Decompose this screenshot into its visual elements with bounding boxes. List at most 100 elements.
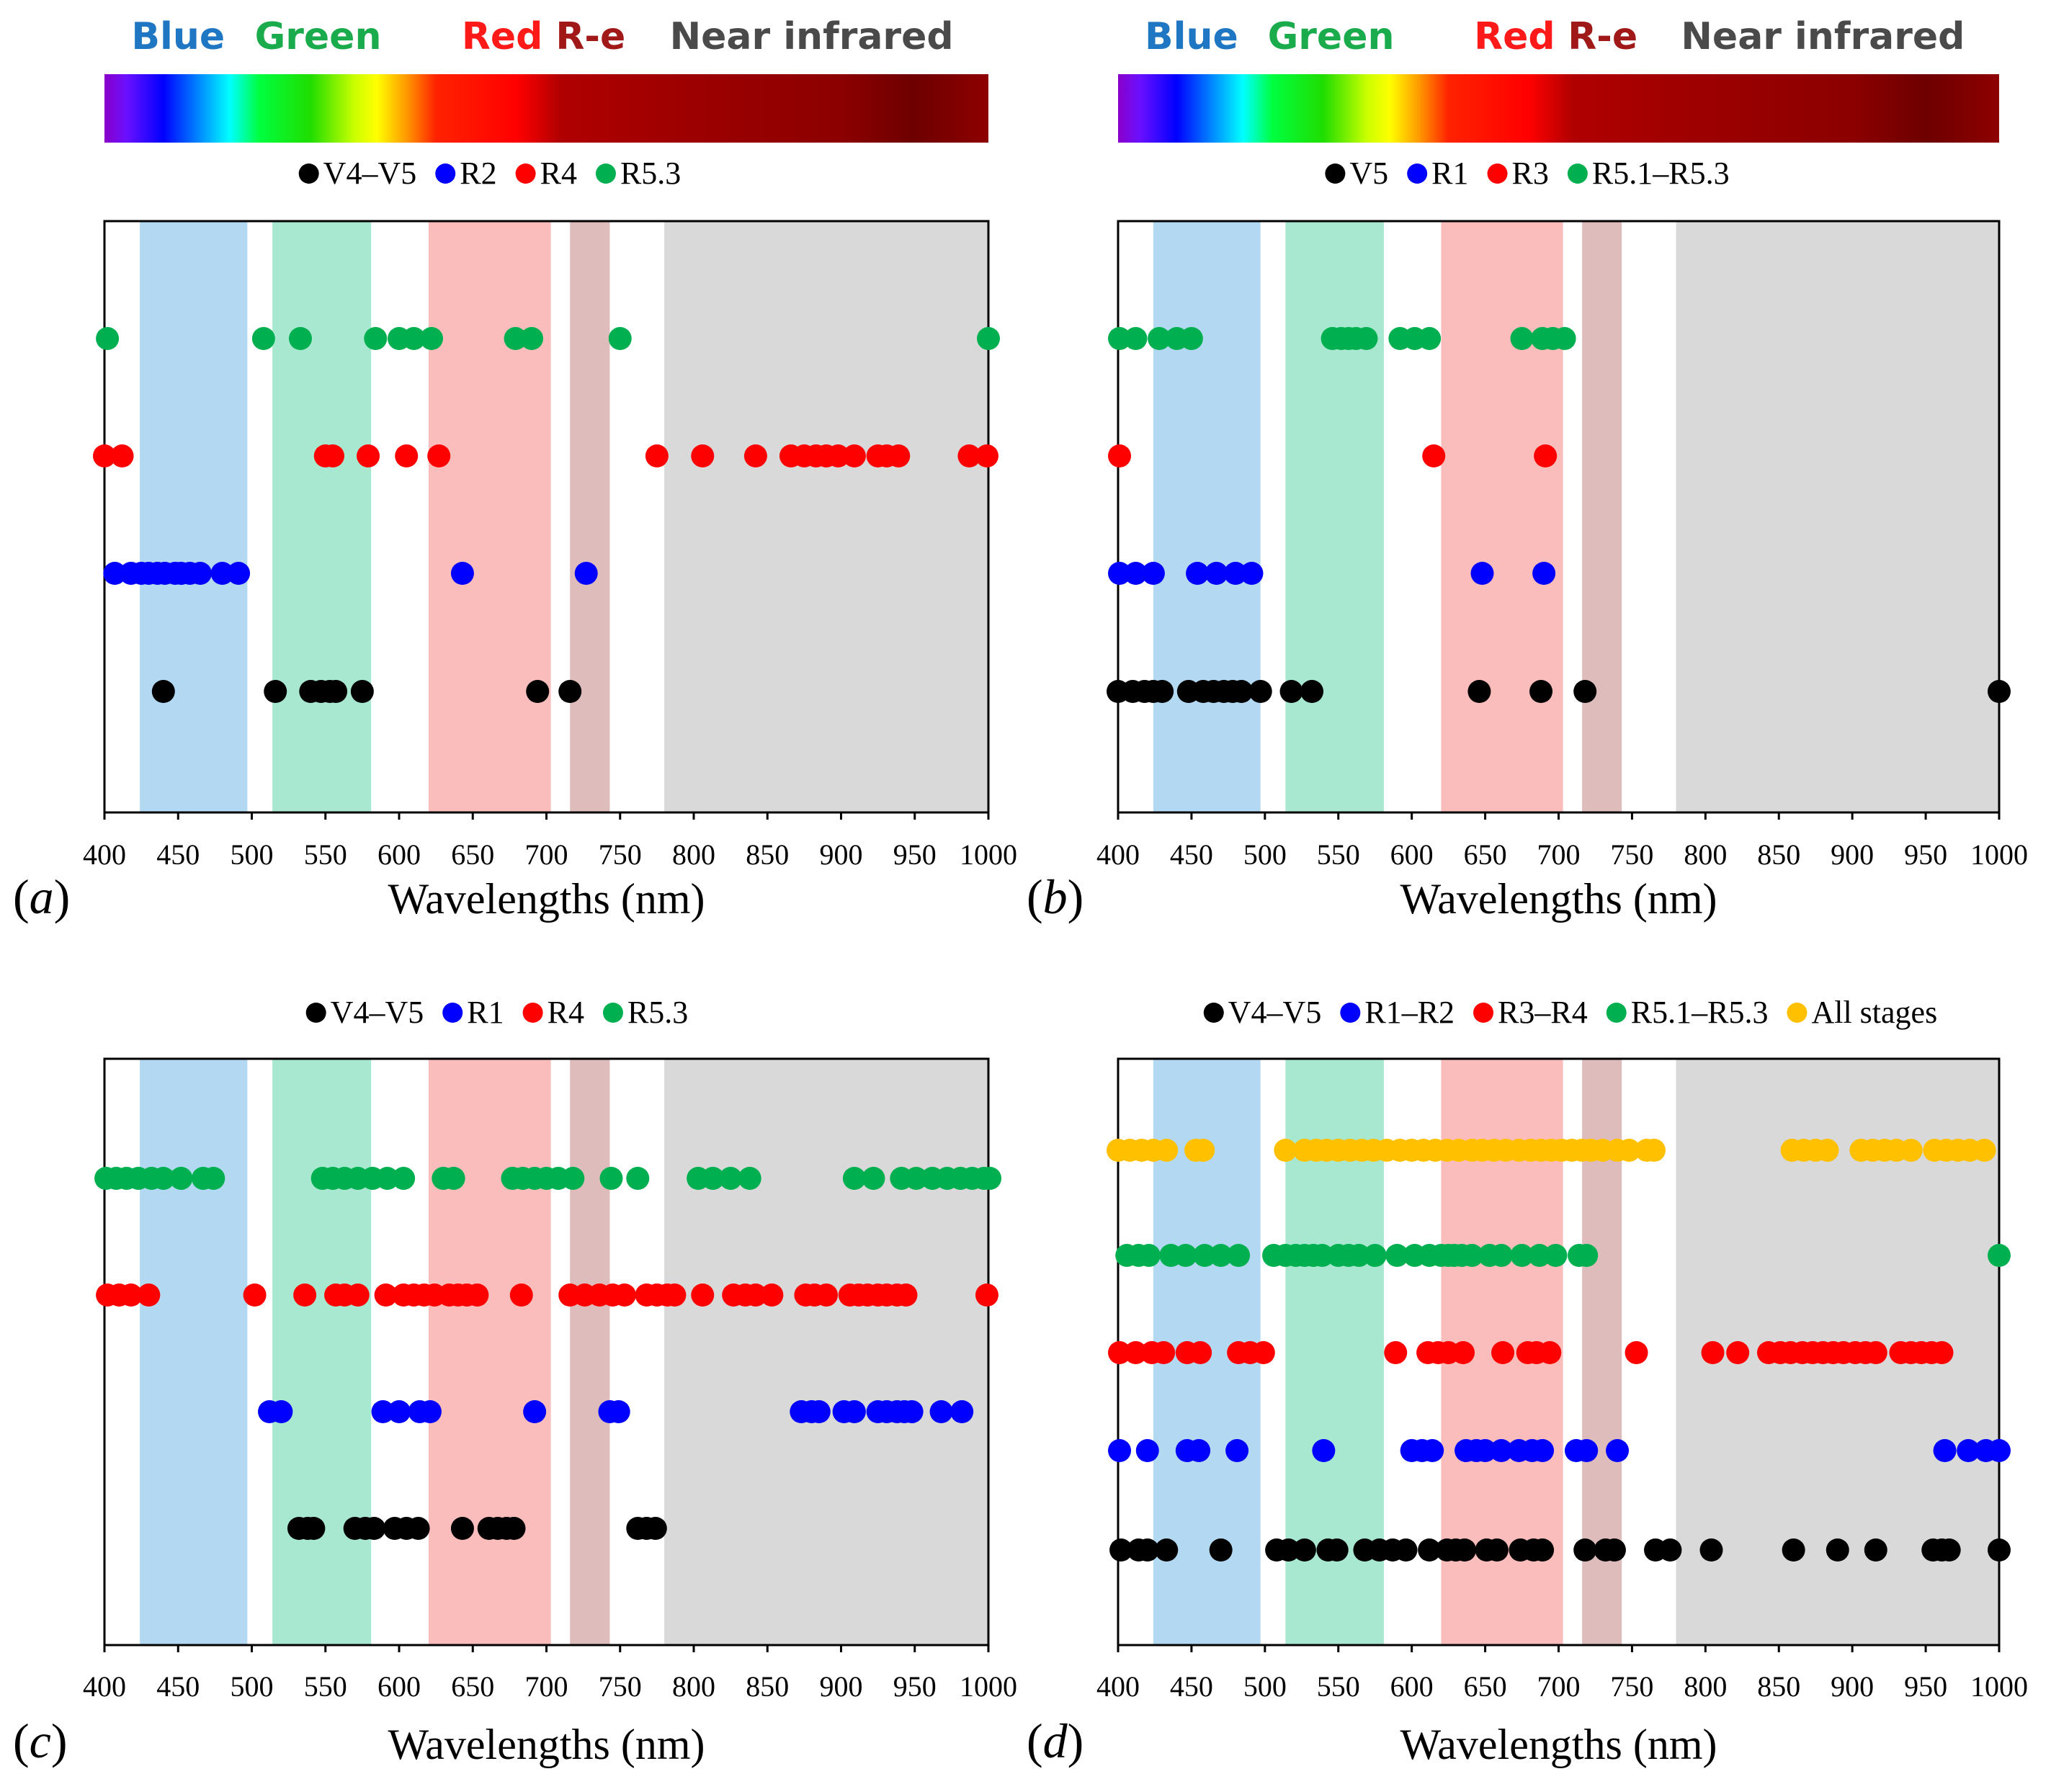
panel-d: 400 450 500 550 600 650 700 750 800 850 900 950 1000… (1027, 995, 2028, 1768)
x-tick-label: 900 (820, 838, 863, 871)
data-point (374, 1283, 398, 1307)
data-point (1510, 1244, 1534, 1267)
series-R4 (93, 444, 998, 467)
data-point (1230, 680, 1254, 703)
data-point (826, 444, 850, 467)
data-point (1988, 1244, 2011, 1267)
x-tick-label: 650 (1464, 1670, 1507, 1703)
panel-label: (d) (1027, 1713, 1083, 1768)
data-point (643, 1517, 667, 1540)
data-point (465, 1283, 489, 1307)
legend-label: R4 (540, 156, 577, 191)
series-R5.3 (94, 1167, 1002, 1190)
data-point (502, 1517, 526, 1540)
legend-label: R5.1–R5.3 (1631, 995, 1769, 1030)
data-point (760, 1283, 784, 1307)
data-point (1531, 1439, 1555, 1462)
legend-marker (595, 163, 616, 184)
data-point (1726, 1341, 1750, 1364)
band-blue (1153, 221, 1261, 812)
data-point (1575, 1244, 1599, 1267)
x-tick-label: 750 (599, 1670, 642, 1703)
x-tick-label: 500 (1243, 1670, 1287, 1703)
data-point (663, 1283, 687, 1307)
series-R2 (103, 562, 598, 585)
data-point (288, 327, 312, 350)
band-near-infrared (664, 1059, 988, 1645)
legend-label: R1 (1431, 156, 1468, 191)
panel-label: (a) (13, 869, 70, 924)
data-point (1310, 1244, 1334, 1267)
data-point (691, 444, 715, 467)
panel-b: Blue Green Red R-e Near infrared 400 450 500 550… (1027, 15, 2028, 924)
data-point (1899, 1139, 1923, 1162)
data-point (1782, 1538, 1805, 1562)
panel-label: (b) (1027, 869, 1083, 924)
data-point (1224, 562, 1248, 585)
series-All stages (1107, 1139, 1996, 1162)
data-point (1701, 1341, 1725, 1364)
data-point (504, 327, 527, 350)
data-point (719, 1167, 743, 1190)
x-tick-label: 1000 (960, 838, 1017, 871)
data-point (402, 327, 426, 350)
series-R1 (258, 1400, 974, 1423)
data-point (904, 1167, 928, 1190)
series-R1–R2 (1108, 1439, 2011, 1462)
x-tick-label: 450 (156, 838, 200, 871)
data-point (1135, 1439, 1159, 1462)
x-tick-label: 650 (451, 838, 494, 871)
data-point (1155, 1538, 1179, 1562)
data-point (1137, 1244, 1161, 1267)
x-tick-label: 700 (525, 1670, 568, 1703)
data-point (103, 562, 127, 585)
data-point (1251, 1341, 1275, 1364)
data-point (1108, 562, 1132, 585)
data-point (526, 680, 550, 703)
data-point (137, 1283, 161, 1307)
legend-label: R4 (548, 995, 584, 1030)
series-R1 (1108, 562, 1556, 585)
data-point (1193, 1244, 1217, 1267)
x-tick-label: 900 (1831, 1670, 1874, 1703)
data-point (523, 1400, 547, 1423)
data-point (1699, 1538, 1723, 1562)
data-point (151, 1167, 175, 1190)
panel-c: 400 450 500 550 600 650 700 750 800 850 900 950 1000… (13, 995, 1017, 1768)
data-point (862, 1167, 885, 1190)
data-point (743, 1283, 767, 1307)
data-point (1470, 562, 1494, 585)
legend-marker (1487, 163, 1508, 184)
data-point (1642, 1139, 1666, 1162)
data-point (1248, 680, 1272, 703)
spectrum-label: Green (1268, 15, 1395, 58)
data-point (1108, 444, 1132, 467)
data-point (1864, 1538, 1887, 1562)
data-point (1957, 1439, 1980, 1462)
data-point (1124, 1341, 1148, 1364)
data-point (243, 1283, 267, 1307)
data-point (1529, 680, 1553, 703)
x-axis-title: Wavelengths (nm) (1400, 1721, 1717, 1768)
data-point (701, 1167, 725, 1190)
data-point (1573, 1538, 1597, 1562)
data-point (1347, 1244, 1371, 1267)
spectrum-label: R-e (1568, 15, 1637, 58)
data-point (1135, 1538, 1159, 1562)
data-point (1109, 1538, 1133, 1562)
x-tick-label: 850 (746, 1670, 789, 1703)
series-V4–V5 (287, 1517, 667, 1540)
band-r-e (570, 221, 610, 812)
data-point (1150, 680, 1174, 703)
data-point (842, 444, 866, 467)
legend-label: R3 (1512, 156, 1549, 191)
data-point (1325, 1538, 1349, 1562)
data-point (364, 327, 388, 350)
data-point (1141, 562, 1165, 585)
data-point (346, 1283, 370, 1307)
data-point (1544, 1244, 1568, 1267)
data-point (427, 444, 451, 467)
spectrum-label: Near infrared (670, 15, 954, 58)
data-point (1625, 1341, 1648, 1364)
